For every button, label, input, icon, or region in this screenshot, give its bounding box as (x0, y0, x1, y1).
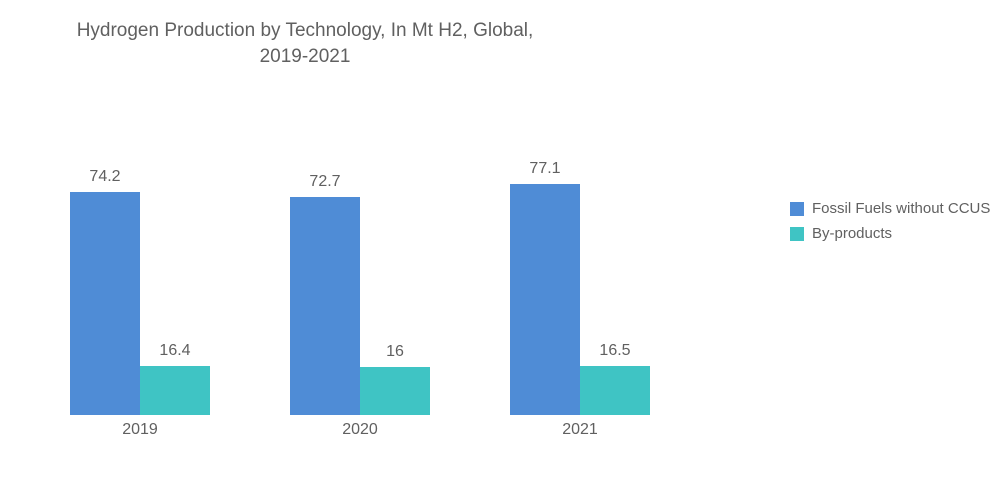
value-label: 72.7 (285, 173, 365, 191)
bar-group: 74.216.42019 (70, 115, 210, 415)
value-label: 16.5 (575, 342, 655, 360)
bar-group: 72.7162020 (290, 115, 430, 415)
legend-swatch-icon (790, 202, 804, 216)
legend-label: By-products (812, 225, 892, 242)
bar-group: 77.116.52021 (510, 115, 650, 415)
bar (580, 366, 650, 416)
chart-area: 74.216.4201972.716202077.116.52021 (40, 115, 740, 445)
bar (290, 197, 360, 415)
bar (70, 192, 140, 415)
value-label: 16 (355, 343, 435, 361)
category-label: 2021 (510, 421, 650, 439)
legend-swatch-icon (790, 227, 804, 241)
legend-item: By-products (790, 225, 990, 242)
legend-label: Fossil Fuels without CCUS (812, 200, 990, 217)
chart-container: Hydrogen Production by Technology, In Mt… (0, 0, 1000, 504)
bar (510, 184, 580, 415)
bar (360, 367, 430, 415)
plot-area: 74.216.42019 72.7162020 77.116.52021 (40, 115, 740, 415)
legend-item: Fossil Fuels without CCUS (790, 200, 990, 217)
legend: Fossil Fuels without CCUS By-products (790, 200, 990, 250)
value-label: 74.2 (65, 168, 145, 186)
category-label: 2020 (290, 421, 430, 439)
category-label: 2019 (70, 421, 210, 439)
value-label: 77.1 (505, 160, 585, 178)
chart-title: Hydrogen Production by Technology, In Mt… (50, 18, 560, 69)
value-label: 16.4 (135, 342, 215, 360)
bar (140, 366, 210, 415)
